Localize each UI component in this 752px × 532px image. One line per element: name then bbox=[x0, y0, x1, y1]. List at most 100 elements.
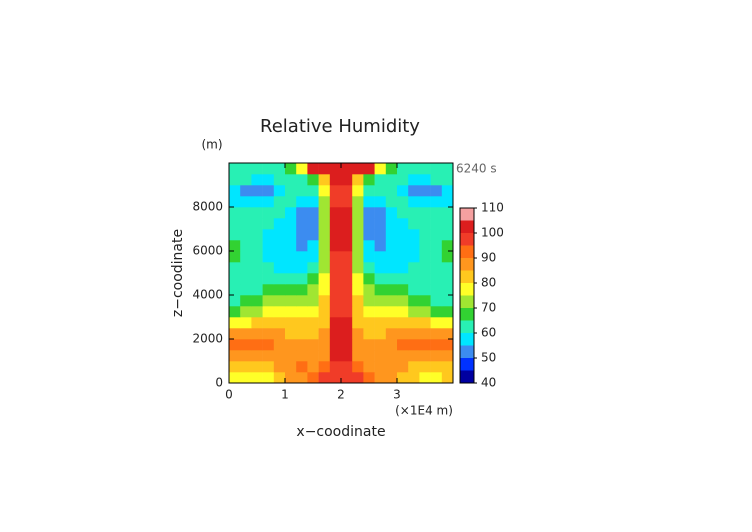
contour-cell bbox=[273, 262, 286, 274]
contour-cell bbox=[430, 185, 443, 197]
contour-cell bbox=[329, 273, 342, 285]
contour-cell bbox=[329, 306, 342, 318]
contour-cell bbox=[262, 240, 275, 252]
contour-cell bbox=[273, 163, 286, 175]
contour-cell bbox=[408, 229, 420, 241]
contour-cell bbox=[408, 262, 420, 274]
contour-cell bbox=[318, 229, 331, 241]
contour-cell bbox=[251, 328, 263, 340]
contour-cell bbox=[318, 372, 331, 384]
contour-cell bbox=[251, 317, 263, 329]
contour-cell bbox=[240, 339, 252, 351]
colorbar-swatch bbox=[460, 295, 474, 308]
contour-cell bbox=[374, 185, 387, 197]
contour-cell bbox=[262, 251, 275, 263]
contour-cell bbox=[374, 207, 387, 219]
contour-cell bbox=[430, 372, 443, 384]
contour-cell bbox=[262, 328, 275, 340]
contour-cell bbox=[441, 295, 454, 307]
contour-cell bbox=[307, 251, 319, 263]
contour-cell bbox=[318, 339, 331, 351]
contour-cell bbox=[240, 273, 252, 285]
contour-cell bbox=[251, 196, 263, 208]
contour-cell bbox=[352, 218, 364, 230]
contour-cell bbox=[374, 372, 387, 384]
contour-cell bbox=[341, 350, 353, 362]
contour-cell bbox=[385, 273, 398, 285]
contour-cell bbox=[329, 317, 342, 329]
contour-cell bbox=[262, 273, 275, 285]
contour-cell bbox=[229, 185, 241, 197]
contour-cell bbox=[296, 229, 308, 241]
contour-cell bbox=[363, 317, 375, 329]
contour-cell bbox=[430, 262, 443, 274]
x-tick-label: 1 bbox=[281, 388, 289, 402]
contour-cell bbox=[385, 317, 398, 329]
contour-cell bbox=[229, 328, 241, 340]
contour-cell bbox=[363, 218, 375, 230]
contour-cell bbox=[385, 361, 398, 373]
contour-cell bbox=[251, 218, 263, 230]
contour-cell bbox=[296, 339, 308, 351]
time-label: 6240 s bbox=[456, 162, 497, 176]
contour-cell bbox=[385, 306, 398, 318]
contour-cell bbox=[273, 218, 286, 230]
contour-cell bbox=[341, 361, 353, 373]
contour-cell bbox=[374, 163, 387, 175]
contour-cell bbox=[397, 185, 409, 197]
contour-cell bbox=[363, 185, 375, 197]
contour-cell bbox=[441, 207, 454, 219]
contour-cell bbox=[397, 339, 409, 351]
contour-cell bbox=[441, 262, 454, 274]
contour-cell bbox=[296, 295, 308, 307]
contour-cell bbox=[397, 218, 409, 230]
contour-cell bbox=[374, 328, 387, 340]
contour-cell bbox=[329, 185, 342, 197]
contour-cell bbox=[229, 229, 241, 241]
contour-cell bbox=[363, 207, 375, 219]
contour-cell bbox=[385, 185, 398, 197]
contour-cell bbox=[363, 196, 375, 208]
contour-cell bbox=[374, 284, 387, 296]
contour-cell bbox=[273, 339, 286, 351]
contour-cell bbox=[374, 273, 387, 285]
contour-cell bbox=[441, 229, 454, 241]
contour-cell bbox=[285, 163, 297, 175]
contour-cell bbox=[273, 251, 286, 263]
contour-cell bbox=[318, 317, 331, 329]
contour-cell bbox=[285, 306, 297, 318]
contour-cell bbox=[229, 372, 241, 384]
contour-cell bbox=[430, 229, 443, 241]
contour-cell bbox=[318, 251, 331, 263]
contour-cell bbox=[341, 306, 353, 318]
contour-cell bbox=[363, 372, 375, 384]
contour-cell bbox=[374, 262, 387, 274]
contour-cell bbox=[307, 350, 319, 362]
contour-cell bbox=[229, 196, 241, 208]
contour-cell bbox=[296, 273, 308, 285]
contour-cell bbox=[419, 196, 431, 208]
x-axis-label: x−coodinate bbox=[296, 424, 385, 440]
contour-cell bbox=[285, 185, 297, 197]
colorbar-label: 40 bbox=[481, 376, 496, 390]
contour-cell bbox=[273, 372, 286, 384]
contour-cell bbox=[385, 174, 398, 186]
y-tick-label: 2000 bbox=[192, 332, 223, 346]
contour-cell bbox=[352, 372, 364, 384]
contour-cell bbox=[307, 185, 319, 197]
contour-cell bbox=[419, 350, 431, 362]
contour-cell bbox=[352, 361, 364, 373]
contour-cell bbox=[251, 361, 263, 373]
contour-cell bbox=[285, 361, 297, 373]
contour-cell bbox=[229, 251, 241, 263]
contour-cell bbox=[408, 273, 420, 285]
contour-cell bbox=[285, 350, 297, 362]
contour-cell bbox=[307, 262, 319, 274]
contour-cell bbox=[307, 240, 319, 252]
y-tick-label: 4000 bbox=[192, 288, 223, 302]
contour-cell bbox=[273, 207, 286, 219]
contour-cell bbox=[352, 196, 364, 208]
contour-cell bbox=[419, 273, 431, 285]
contour-cell bbox=[430, 284, 443, 296]
contour-cell bbox=[441, 218, 454, 230]
